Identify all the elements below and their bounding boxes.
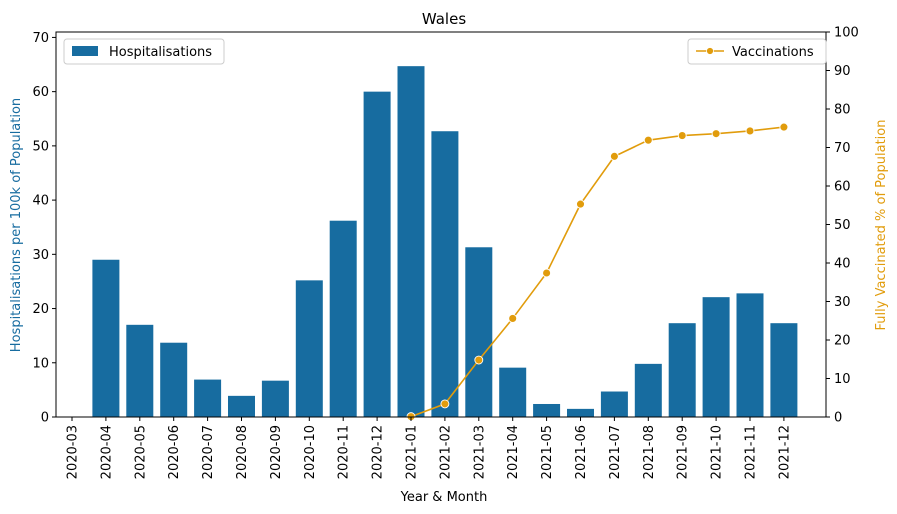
y-axis-left-label: Hospitalisations per 100k of Population [9, 98, 24, 352]
bar-hospitalisations [499, 367, 527, 417]
bar-hospitalisations [228, 395, 255, 417]
y-right-tick-label: 100 [834, 26, 859, 41]
x-tick-label: 2021-03 [472, 425, 487, 479]
x-tick-label: 2020-12 [371, 425, 386, 479]
legend-frame [63, 38, 225, 65]
y-right-tick-label: 60 [834, 180, 851, 195]
y-right-tick-label: 90 [834, 64, 851, 79]
chart-title: Wales [422, 10, 466, 28]
bar-hospitalisations [465, 247, 493, 417]
vaccination-line-layer [406, 122, 789, 422]
legend-label-vaccinations: Vaccinations [732, 45, 814, 60]
legend-label-hospitalisations: Hospitalisations [109, 45, 212, 60]
y-right-tick-label: 10 [834, 372, 851, 387]
point-vaccinations [677, 131, 687, 141]
bar-hospitalisations [126, 324, 154, 417]
x-tick-label: 2021-10 [710, 425, 725, 479]
x-tick-label: 2020-05 [133, 425, 148, 479]
y-left-tick-label: 40 [32, 194, 49, 209]
bar-hospitalisations [194, 379, 222, 417]
bar-hospitalisations [702, 297, 730, 417]
x-tick-label: 2020-10 [303, 425, 318, 479]
y-right-tick-label: 0 [834, 411, 842, 426]
y-axis-right-label: Fully Vaccinated % of Population [874, 120, 889, 331]
bar-hospitalisations [92, 259, 120, 417]
y-left-tick-label: 60 [32, 85, 49, 100]
x-tick-label: 2021-06 [574, 425, 589, 479]
legend-frame [687, 38, 827, 65]
bar-hospitalisations [397, 66, 425, 417]
legend-hospitalisations: Hospitalisations [63, 38, 225, 65]
bar-hospitalisations [160, 342, 188, 417]
y-left-tick-label: 0 [41, 411, 49, 426]
y-right-tick-label: 30 [834, 295, 851, 310]
x-tick-label: 2020-11 [337, 425, 352, 479]
x-axis-label: Year & Month [400, 490, 488, 505]
legend-vaccinations: Vaccinations [687, 38, 827, 65]
point-vaccinations [779, 122, 789, 132]
point-vaccinations [576, 199, 585, 209]
point-vaccinations [474, 355, 484, 365]
bar-hospitalisations [295, 280, 323, 417]
x-tick-label: 2020-09 [269, 425, 284, 479]
bar-hospitalisations [363, 91, 391, 417]
x-tick-label: 2021-12 [777, 425, 792, 479]
x-axis: 2020-03 2020-04 2020-05 2020-06 2020-07 2020-… [66, 417, 792, 479]
x-tick-label: 2021-05 [540, 425, 555, 479]
point-vaccinations [542, 268, 552, 278]
x-tick-label: 2021-11 [744, 425, 759, 479]
point-vaccinations [711, 129, 721, 139]
x-tick-label: 2021-02 [438, 425, 453, 479]
x-tick-label: 2021-07 [608, 425, 623, 479]
legend-marker-vaccinations [706, 47, 714, 55]
bars-layer [92, 66, 798, 417]
bar-hospitalisations [567, 408, 594, 417]
y-right-tick-label: 20 [834, 334, 851, 349]
x-tick-label: 2020-03 [66, 425, 81, 479]
y-left-tick-label: 20 [32, 302, 49, 317]
legend-swatch-hospitalisations [72, 46, 98, 56]
x-tick-label: 2021-01 [405, 425, 420, 479]
point-vaccinations [440, 399, 450, 409]
x-tick-label: 2020-04 [99, 425, 114, 479]
x-tick-label: 2020-07 [201, 425, 216, 479]
bar-hospitalisations [736, 293, 764, 417]
x-tick-label: 2021-08 [642, 425, 657, 479]
x-tick-label: 2021-09 [676, 425, 691, 479]
point-vaccinations [609, 151, 619, 161]
bar-hospitalisations [261, 380, 289, 417]
bar-hospitalisations [634, 363, 662, 417]
y-left-tick-label: 70 [32, 31, 49, 46]
x-tick-label: 2021-04 [506, 425, 521, 479]
x-tick-label: 2020-06 [167, 425, 182, 479]
line-vaccinations [410, 126, 784, 418]
point-vaccinations [643, 135, 653, 145]
bar-hospitalisations [533, 403, 561, 417]
y-right-tick-label: 40 [834, 257, 851, 272]
y-right-tick-label: 50 [834, 218, 851, 233]
y-left-tick-label: 10 [32, 356, 49, 371]
bar-hospitalisations [431, 131, 459, 417]
point-vaccinations [745, 126, 755, 136]
y-left-tick-label: 30 [32, 248, 49, 263]
y-axis-right: 0 10 20 30 40 50 60 70 80 90 100 [826, 26, 859, 426]
bar-hospitalisations [329, 220, 357, 417]
y-axis-left: 0 10 20 30 40 50 60 70 [32, 31, 56, 426]
x-tick-label: 2020-08 [235, 425, 250, 479]
bar-hospitalisations [600, 391, 628, 417]
point-vaccinations [508, 313, 518, 323]
y-left-tick-label: 50 [32, 139, 49, 154]
y-right-tick-label: 70 [834, 141, 851, 156]
bar-hospitalisations [770, 323, 798, 417]
bar-hospitalisations [668, 323, 696, 417]
y-right-tick-label: 80 [834, 103, 851, 118]
